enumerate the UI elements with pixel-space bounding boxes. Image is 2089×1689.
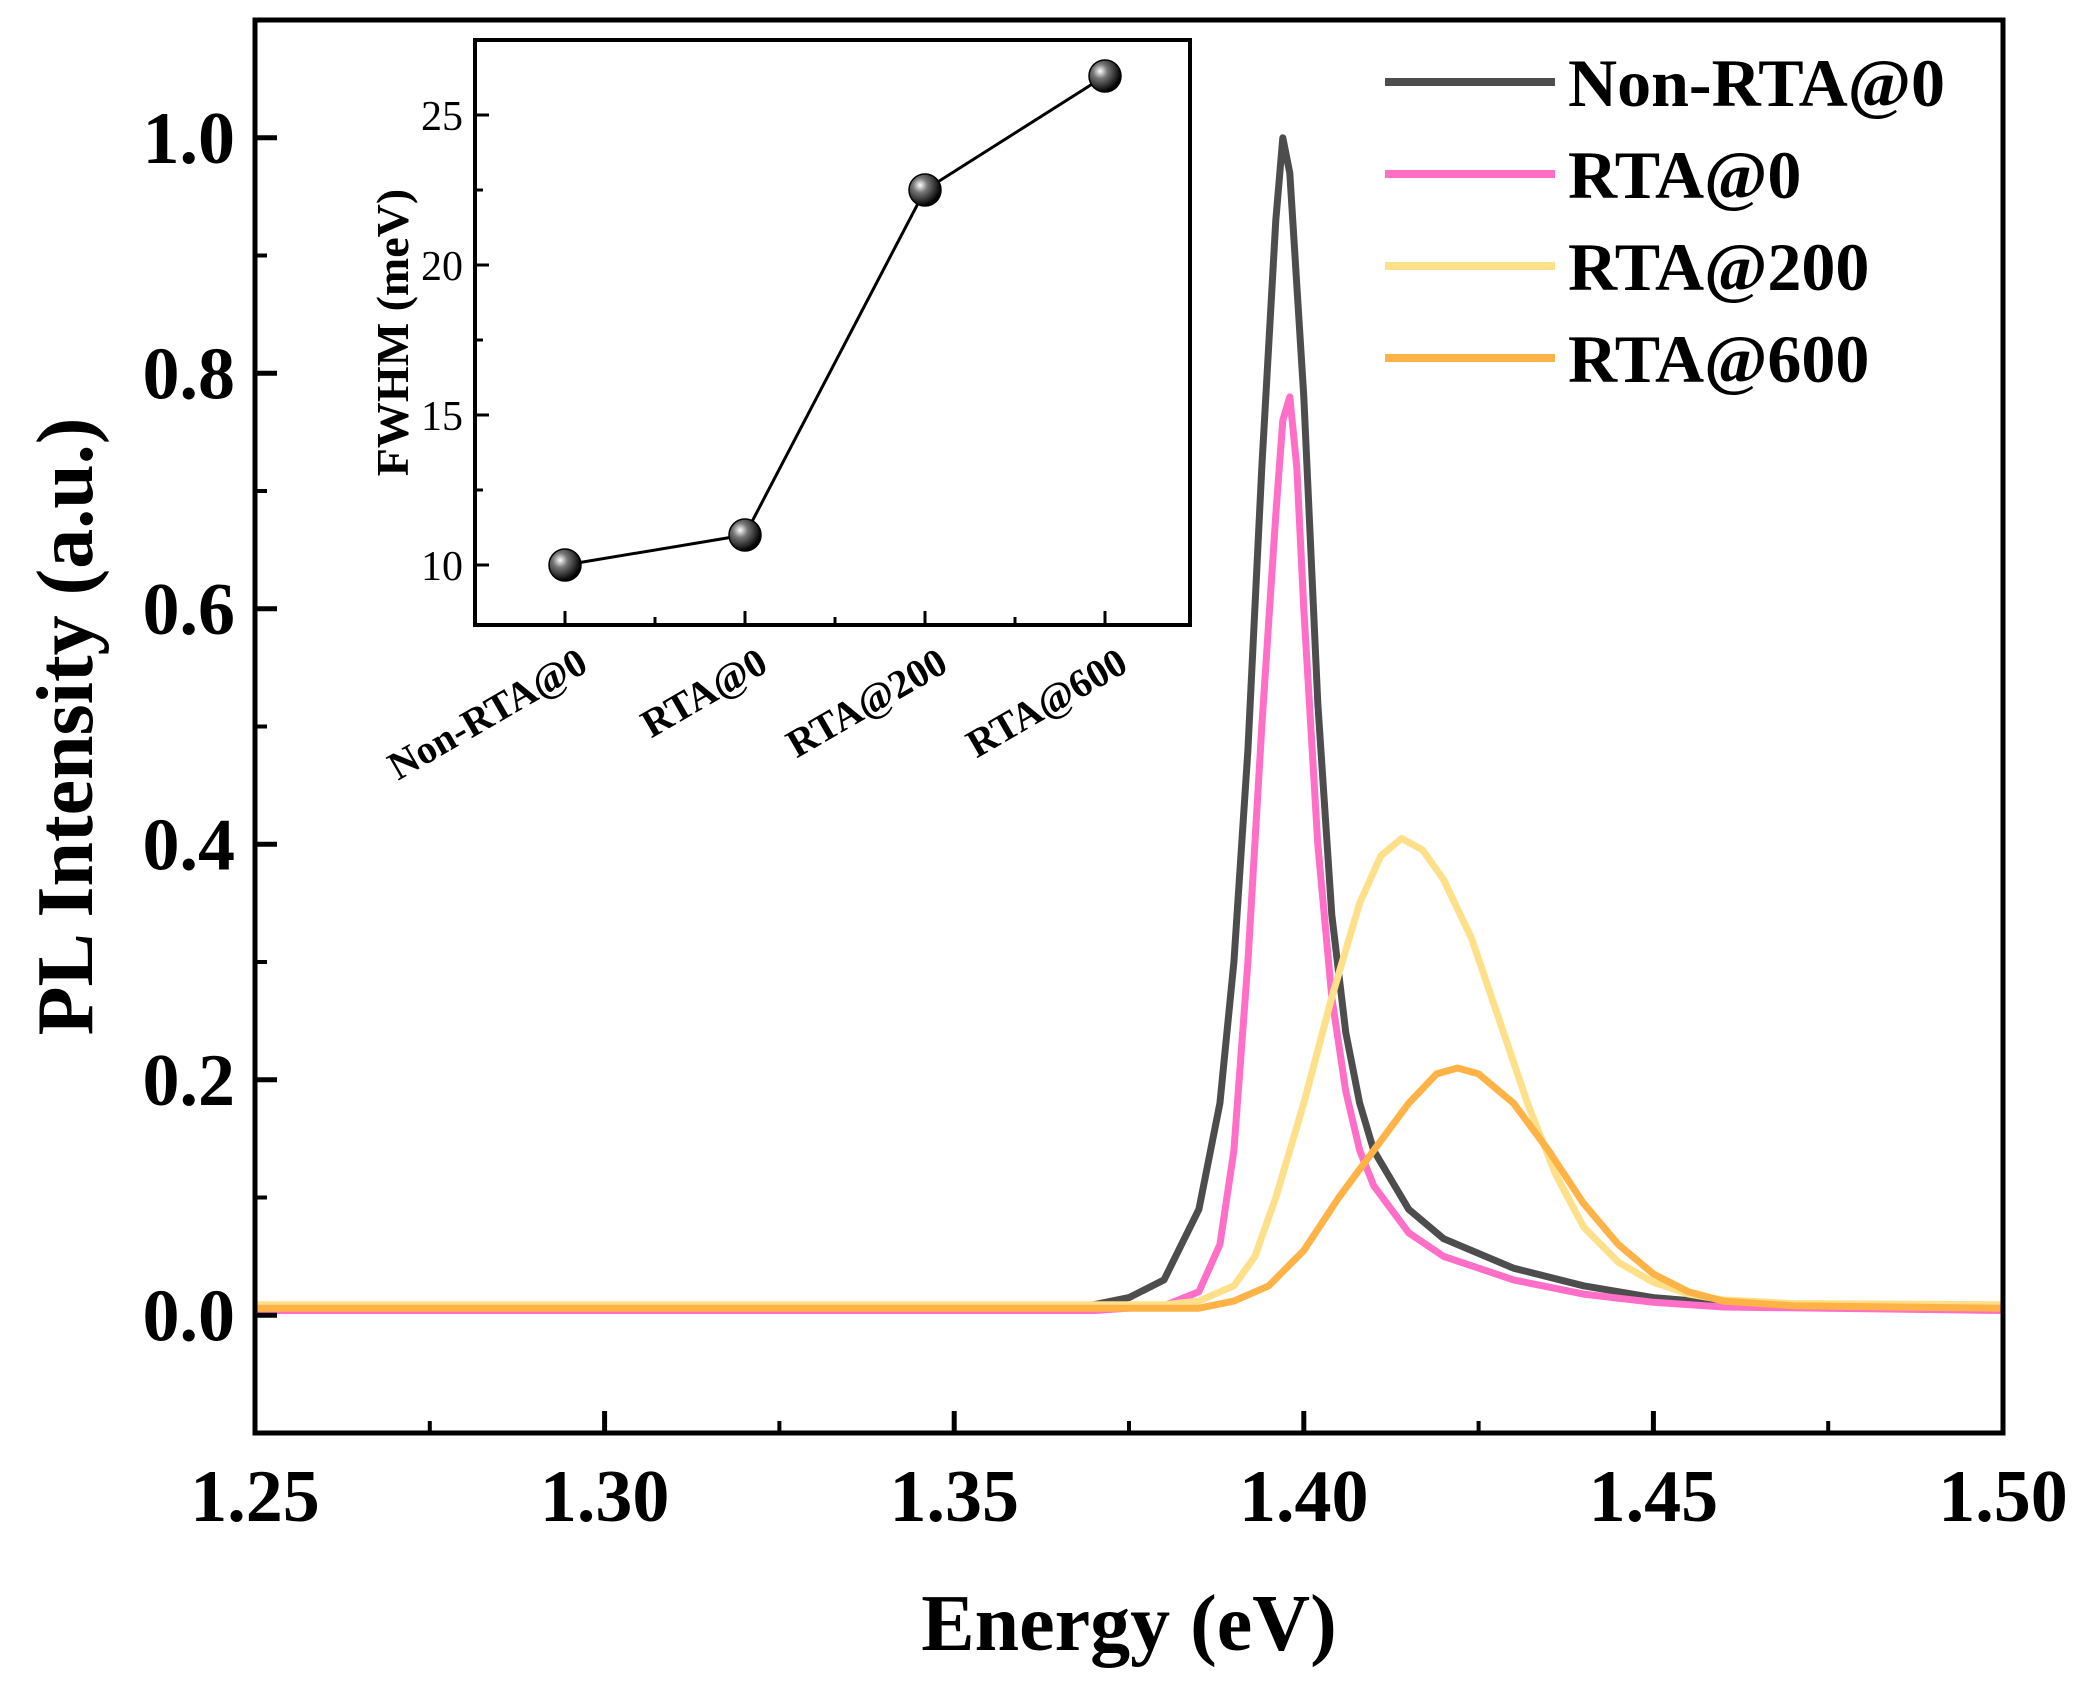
y-tick-label: 0.2 [143, 1040, 236, 1122]
legend-label: RTA@200 [1568, 229, 1869, 305]
inset-y-tick-label: 10 [421, 544, 463, 590]
legend-label: RTA@600 [1568, 321, 1869, 397]
main-plot-area: 1.25 1.30 1.35 1.40 1.45 1.50 0.0 0.2 0.4 0.6 0.8 1… [22, 17, 2068, 1668]
x-axis-title: Energy (eV) [921, 1580, 1336, 1668]
x-tick-label: 1.50 [1938, 1456, 2068, 1538]
x-tick-label: 1.25 [190, 1456, 320, 1538]
legend-label: Non-RTA@0 [1568, 45, 1945, 121]
y-tick-label: 0.4 [143, 804, 236, 886]
series-line-rta-600 [255, 1064, 2004, 1312]
inset-y-tick-label: 25 [421, 94, 463, 140]
inset-x-tick-label: RTA@0 [633, 639, 774, 747]
legend-label: RTA@0 [1568, 137, 1801, 213]
inset-data-point [728, 518, 762, 552]
x-tick-label: 1.40 [1239, 1456, 1369, 1538]
y-tick-label: 0.6 [143, 569, 236, 651]
fwhm-inset-plot: 10 15 20 25 Non-RTA@0 RTA@0 RTA@200 RTA@600 FWHM… [367, 38, 1192, 789]
series-line-non-rta-0 [255, 134, 2004, 1313]
y-tick-label: 0.0 [143, 1275, 236, 1357]
inset-data-point [908, 173, 942, 207]
series-line-rta-0 [255, 393, 2004, 1314]
x-tick-label: 1.45 [1589, 1456, 1719, 1538]
y-tick-label: 0.8 [143, 333, 236, 415]
x-tick-label: 1.30 [540, 1456, 670, 1538]
x-tick-label: 1.35 [889, 1456, 1019, 1538]
legend: Non-RTA@0 RTA@0 RTA@200 RTA@600 [1385, 45, 1945, 397]
y-axis-title: PL Intensity (a.u.) [22, 418, 110, 1036]
inset-y-tick-label: 20 [421, 244, 463, 290]
inset-x-tick-label: Non-RTA@0 [380, 639, 595, 789]
inset-x-tick-label: RTA@600 [958, 639, 1134, 767]
inset-y-axis-title: FWHM (meV) [367, 189, 418, 476]
inset-data-point [1088, 59, 1122, 93]
inset-frame [473, 38, 1192, 627]
series-line-rta-200 [255, 834, 2004, 1309]
y-tick-label: 1.0 [143, 98, 236, 180]
inset-data-point [548, 548, 582, 582]
inset-connecting-line [564, 74, 1106, 567]
inset-x-tick-label: RTA@200 [778, 639, 954, 767]
inset-y-tick-label: 15 [421, 394, 463, 440]
